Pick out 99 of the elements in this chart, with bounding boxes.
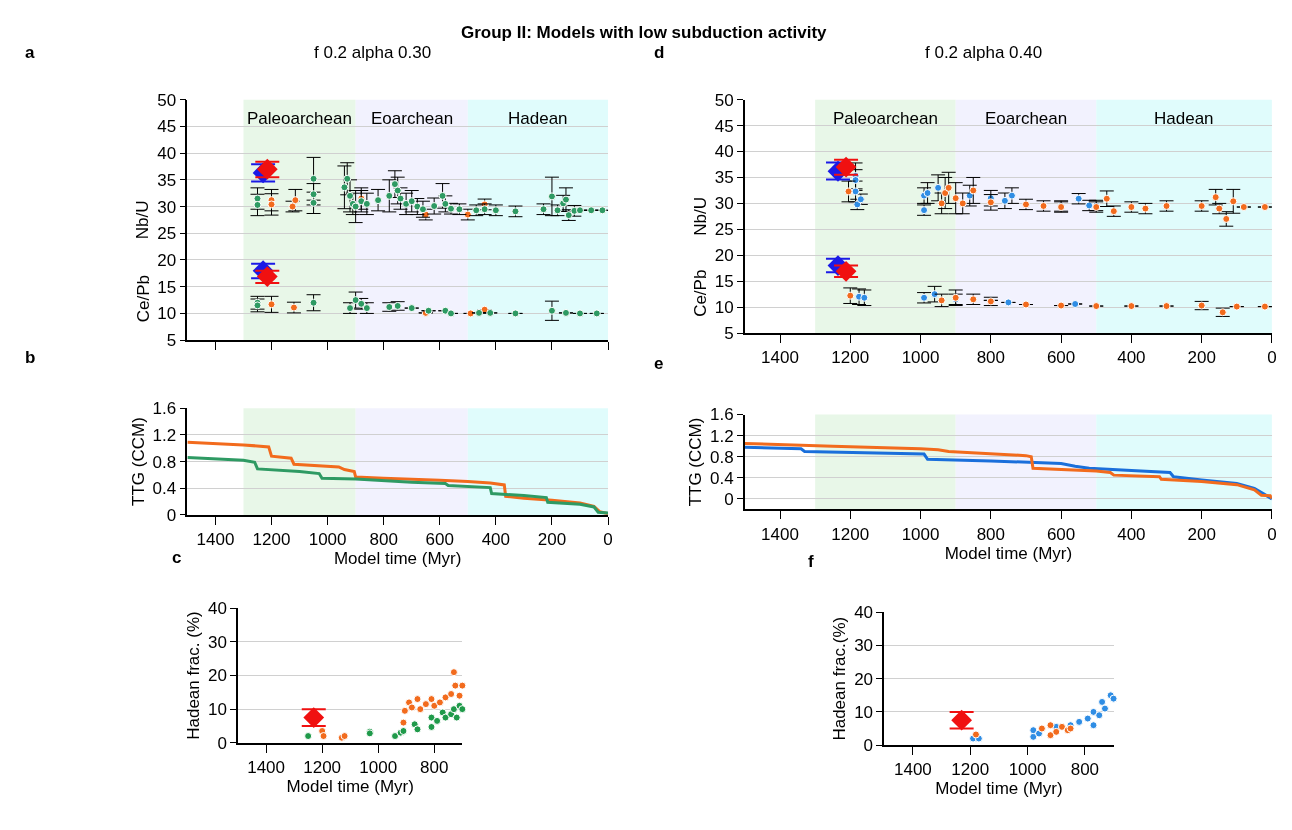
y-tick-label: 40 <box>157 144 177 164</box>
y-axis-title: Nb/U <box>133 200 153 240</box>
y-axis-title: TTG (CCM) <box>128 417 148 506</box>
x-tick-label: 600 <box>1046 524 1076 544</box>
text: e <box>654 354 664 373</box>
x-tick-label: 0 <box>1267 524 1277 544</box>
y-tick-label: 0.4 <box>710 468 734 488</box>
text: Group II: Models with low subduction activity <box>461 23 828 42</box>
y-axis-title: Hadean frac. (%) <box>184 611 204 740</box>
x-tick-label: 400 <box>481 530 511 550</box>
text: c <box>172 548 182 567</box>
x-tick-label: 600 <box>1046 348 1076 368</box>
y-tick-label: 1.6 <box>152 399 177 419</box>
x-tick-label: 800 <box>976 348 1006 368</box>
x-tick-label: 1400 <box>761 348 799 368</box>
y-tick-label: 25 <box>157 224 177 244</box>
y-tick-label: 15 <box>157 277 177 297</box>
y-tick-label: 20 <box>714 246 734 266</box>
x-axis-title: Model time (Myr) <box>286 776 414 796</box>
x-tick-label: 1400 <box>247 757 285 777</box>
y-axis-title: Nb/U <box>690 196 710 236</box>
y-tick-label: 0 <box>724 489 734 509</box>
x-tick-label: 1000 <box>901 524 940 544</box>
y-tick-label: 40 <box>714 142 734 162</box>
x-tick-label: 1400 <box>196 530 235 550</box>
y-tick-label: 45 <box>157 117 177 137</box>
text: Ce/Pb <box>133 275 153 323</box>
x-tick-label: 1200 <box>252 530 291 550</box>
x-tick-label: 1200 <box>303 757 342 777</box>
band-label: Hadean <box>508 109 568 128</box>
y-tick-label: 30 <box>714 194 734 214</box>
y-tick-label: 20 <box>157 250 177 270</box>
band-label: Eoarchean <box>985 109 1068 128</box>
band-label: Hadean <box>1154 109 1214 128</box>
x-tick-label: 800 <box>369 530 398 550</box>
y-tick-label: 0.4 <box>152 479 177 499</box>
x-tick-label: 200 <box>537 530 567 550</box>
x-tick-label: 600 <box>425 530 454 550</box>
y-tick-label: 10 <box>854 702 874 722</box>
y-tick-label: 50 <box>714 90 734 110</box>
text: f <box>808 552 814 571</box>
chart-subtitle: f 0.2 alpha 0.40 <box>925 43 1043 62</box>
y-tick-label: 40 <box>854 603 874 623</box>
x-tick-label: 1400 <box>893 760 932 780</box>
x-tick-label: 1200 <box>831 348 870 368</box>
x-tick-label: 0 <box>603 530 613 550</box>
y-tick-label: 0.8 <box>710 447 734 467</box>
text: Ce/Pb <box>691 269 711 317</box>
y-tick-label: 0 <box>217 733 227 753</box>
x-axis-title: Model time (Myr) <box>944 543 1073 563</box>
y-tick-label: 40 <box>207 599 227 619</box>
y-tick-label: 30 <box>854 636 874 656</box>
y-tick-label: 20 <box>854 669 874 689</box>
y-tick-label: 0 <box>166 505 177 525</box>
y-tick-label: 10 <box>157 304 177 324</box>
y-tick-label: 10 <box>207 700 227 720</box>
y-tick-label: 20 <box>207 666 227 686</box>
band-label: Paleoarchean <box>833 109 938 128</box>
x-axis-title: Model time (Myr) <box>333 549 462 569</box>
x-tick-label: 1200 <box>951 760 990 780</box>
y-tick-label: 10 <box>714 298 734 318</box>
x-tick-label: 1000 <box>901 348 940 368</box>
y-tick-label: 1.2 <box>152 425 177 445</box>
x-tick-label: 1000 <box>308 530 347 550</box>
text: a <box>25 43 35 62</box>
y-tick-label: 5 <box>724 323 734 343</box>
y-tick-label: 1.6 <box>710 405 734 425</box>
x-tick-label: 1200 <box>831 524 870 544</box>
y-tick-label: 30 <box>157 197 177 217</box>
x-tick-label: 800 <box>1070 760 1100 780</box>
text: b <box>25 348 36 367</box>
y-tick-label: 0 <box>863 736 874 756</box>
band-label: Eoarchean <box>371 109 454 128</box>
text: d <box>654 43 665 62</box>
x-tick-label: 400 <box>1117 348 1146 368</box>
y-tick-label: 35 <box>157 170 177 190</box>
chart-subtitle: f 0.2 alpha 0.30 <box>314 43 432 62</box>
y-axis-title: TTG (CCM) <box>686 417 706 507</box>
x-tick-label: 0 <box>1267 348 1277 368</box>
y-tick-label: 15 <box>714 272 734 292</box>
x-tick-label: 1000 <box>1008 760 1047 780</box>
y-tick-label: 30 <box>207 632 227 652</box>
y-tick-label: 45 <box>714 116 734 136</box>
x-tick-label: 400 <box>1117 524 1146 544</box>
x-tick-label: 1400 <box>761 524 799 544</box>
x-tick-label: 200 <box>1187 524 1216 544</box>
y-tick-label: 25 <box>714 220 734 240</box>
y-tick-label: 50 <box>157 90 177 110</box>
y-tick-label: 0.8 <box>152 452 177 472</box>
y-tick-label: 35 <box>714 168 734 188</box>
x-tick-label: 200 <box>1187 348 1216 368</box>
y-tick-label: 5 <box>166 331 177 351</box>
band-label: Paleoarchean <box>247 109 352 128</box>
x-tick-label: 1000 <box>359 757 398 777</box>
y-axis-title: Hadean frac.(%) <box>830 616 850 741</box>
x-tick-label: 800 <box>976 524 1006 544</box>
x-tick-label: 800 <box>420 757 449 777</box>
x-axis-title: Model time (Myr) <box>935 779 1063 799</box>
y-tick-label: 1.2 <box>710 426 734 446</box>
